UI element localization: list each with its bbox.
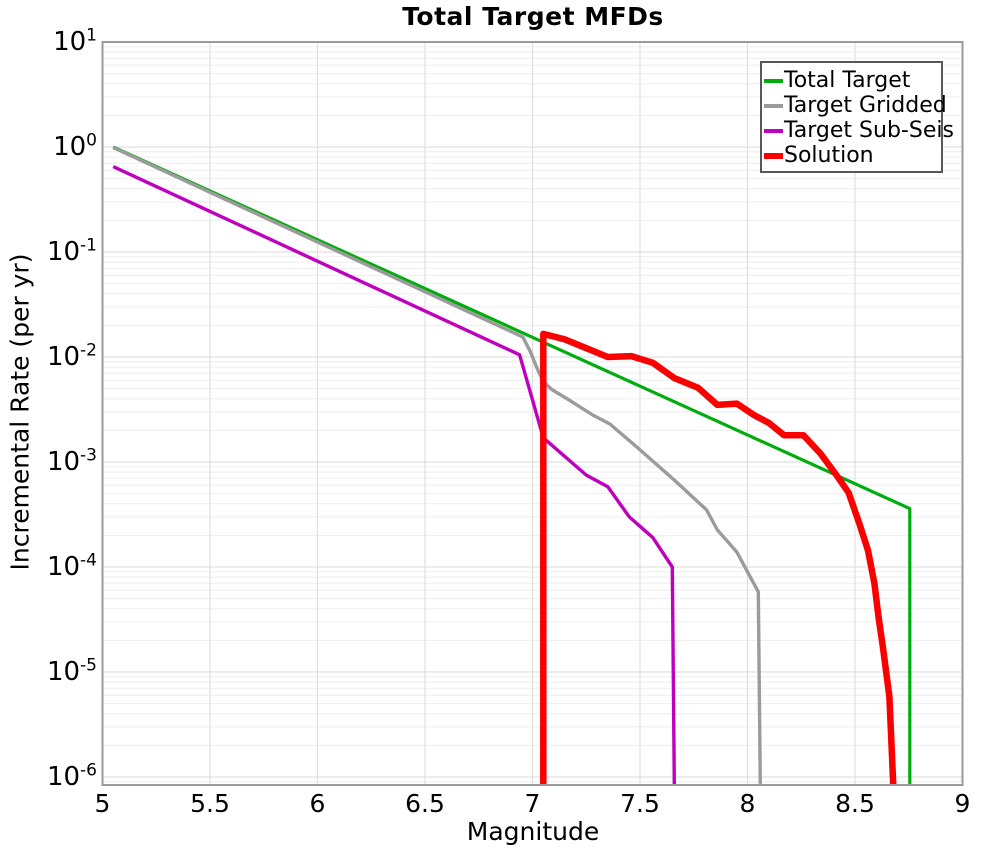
y-tick-label: 100 <box>53 130 97 162</box>
legend-label: Solution <box>784 143 874 168</box>
x-tick-label: 7.5 <box>620 789 660 818</box>
y-tick-label: 10-4 <box>46 550 97 582</box>
legend: Total Target Target Gridded Target Sub-Sei… <box>760 61 954 173</box>
legend-swatch <box>764 152 783 159</box>
legend-label: Target Gridded <box>784 93 947 118</box>
x-tick-label: 5 <box>94 789 111 818</box>
legend-label: Total Target <box>784 68 911 93</box>
series-total-target <box>112 145 912 785</box>
y-tick-label: 10-5 <box>46 655 97 687</box>
x-axis-label: Magnitude <box>466 817 600 846</box>
legend-item: Total Target <box>762 68 941 93</box>
y-tick-label: 10-6 <box>46 760 97 792</box>
x-tick-label: 8.5 <box>835 789 875 818</box>
legend-item: Target Sub-Seis <box>762 118 954 143</box>
x-tick-label: 5.5 <box>190 789 230 818</box>
legend-item: Target Gridded <box>762 93 947 118</box>
x-tick-label: 6.5 <box>405 789 445 818</box>
series-target-sub-seis <box>112 165 677 785</box>
legend-item: Solution <box>762 143 941 168</box>
series-group <box>112 145 912 785</box>
series-target-gridded <box>112 145 762 785</box>
legend-swatch <box>764 128 783 133</box>
series-solution <box>540 330 897 785</box>
y-tick-label: 10-3 <box>46 445 97 477</box>
x-tick-label: 8 <box>739 789 756 818</box>
x-tick-label: 9 <box>954 789 971 818</box>
y-tick-label: 10-2 <box>46 340 97 372</box>
legend-swatch <box>764 103 783 108</box>
x-tick-label: 6 <box>309 789 326 818</box>
y-tick-label: 10-1 <box>46 235 97 267</box>
plot-border <box>101 41 964 786</box>
y-tick-label: 101 <box>53 25 97 57</box>
chart-title: Total Target MFDs <box>402 2 664 31</box>
x-tick-label: 7 <box>524 789 541 818</box>
legend-swatch <box>764 78 783 83</box>
legend-label: Target Sub-Seis <box>784 118 954 143</box>
